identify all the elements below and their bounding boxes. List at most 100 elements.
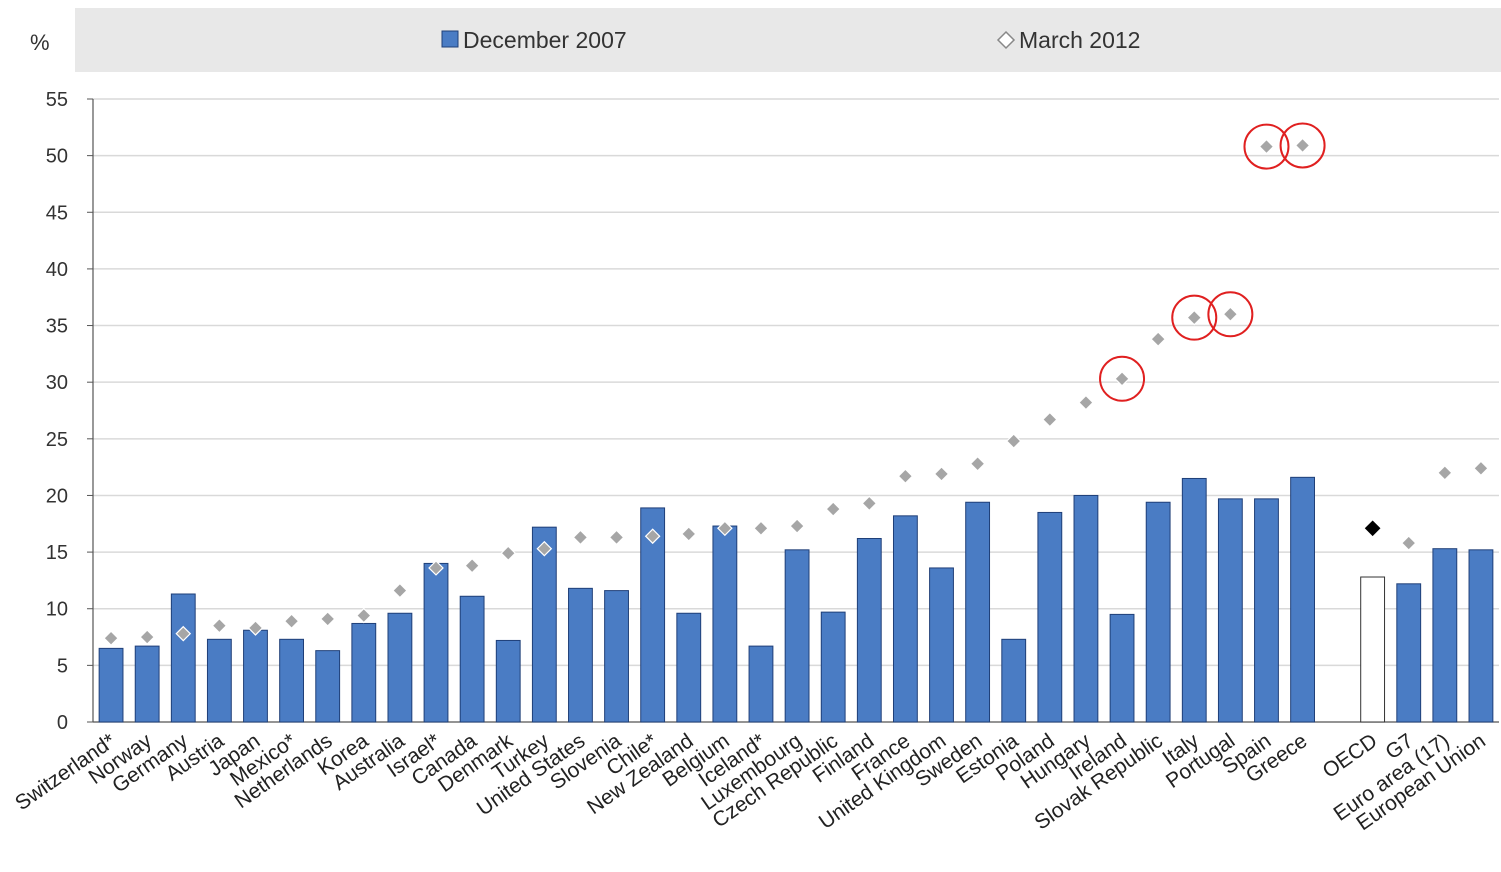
bar-germany xyxy=(170,593,196,723)
legend-item-march-2012: March 2012 xyxy=(996,27,1140,53)
x-axis-labels: Switzerland*NorwayGermanyAustriaJapanMex… xyxy=(11,729,1490,835)
bar-euro-area-17 xyxy=(1432,548,1458,723)
bar-austria xyxy=(206,638,232,723)
bar-netherlands xyxy=(315,650,341,723)
marker-chile xyxy=(644,528,661,545)
bar-iceland xyxy=(748,645,774,723)
bar-hungary xyxy=(1073,494,1099,723)
marker-iceland xyxy=(753,520,769,537)
y-tick-label: 40 xyxy=(46,259,68,281)
highlight-circles xyxy=(1099,122,1326,402)
marker-italy xyxy=(1186,309,1203,326)
bar-new-zealand xyxy=(676,612,702,723)
bar-italy xyxy=(1181,477,1207,723)
bar-belgium xyxy=(712,525,738,723)
y-tick-label: 20 xyxy=(46,485,68,507)
bar-israel xyxy=(423,562,449,723)
marker-european-union xyxy=(1473,460,1489,477)
bar-korea xyxy=(351,622,377,723)
y-tick-label: 25 xyxy=(46,429,68,451)
x-label-oecd: OECD xyxy=(1319,729,1382,783)
bar-european-union xyxy=(1468,549,1494,723)
legend-item-december-2007: December 2007 xyxy=(441,27,627,53)
marker-ireland xyxy=(1114,370,1130,387)
legend-label-december-2007: December 2007 xyxy=(463,27,627,53)
marker-sweden xyxy=(969,455,986,472)
marker-germany xyxy=(175,625,192,642)
marker-finland xyxy=(861,495,878,512)
marker-spain xyxy=(1258,138,1275,155)
highlight-circle-greece xyxy=(1279,122,1326,169)
bar-sweden xyxy=(965,501,991,723)
marker-netherlands xyxy=(319,611,336,627)
bar-poland xyxy=(1037,511,1063,723)
bar-finland xyxy=(856,537,882,723)
bar-turkey xyxy=(531,526,557,723)
marker-norway xyxy=(139,629,156,645)
highlight-circle-spain xyxy=(1243,123,1290,170)
bar-norway xyxy=(134,645,160,723)
marker-australia xyxy=(392,582,408,599)
marker-czech-republic xyxy=(825,501,842,517)
bar-oecd xyxy=(1360,576,1386,723)
marker-portugal xyxy=(1222,306,1239,323)
legend-swatch-march-2012 xyxy=(996,30,1016,50)
bar-czech-republic xyxy=(820,611,846,723)
marker-series xyxy=(103,137,1489,647)
legend-swatch-december-2007 xyxy=(441,30,459,48)
marker-israel xyxy=(428,560,444,576)
marker-euro-area-17 xyxy=(1436,464,1453,481)
y-unit-label: % xyxy=(30,30,50,55)
bar-chile xyxy=(640,507,666,723)
y-tick-label: 55 xyxy=(46,89,68,111)
marker-poland xyxy=(1041,411,1058,428)
bar-spain xyxy=(1254,498,1279,723)
bar-estonia xyxy=(1001,638,1027,723)
y-tick-label: 5 xyxy=(57,655,68,677)
bar-ireland xyxy=(1109,613,1135,723)
y-tick-label: 45 xyxy=(46,202,68,224)
legend-band xyxy=(75,8,1501,72)
y-tick-label: 50 xyxy=(46,146,68,168)
bar-greece xyxy=(1290,476,1315,723)
bar-japan xyxy=(243,629,268,723)
marker-slovak-republic xyxy=(1150,331,1166,347)
bar-denmark xyxy=(495,639,521,723)
bar-mexico xyxy=(279,638,305,723)
bar-canada xyxy=(459,595,485,723)
marker-switzerland xyxy=(103,630,119,647)
marker-korea xyxy=(355,607,372,624)
bar-france xyxy=(892,515,918,723)
bar-slovenia xyxy=(604,590,629,723)
bar-g7 xyxy=(1396,583,1422,723)
marker-mexico xyxy=(283,613,300,630)
marker-austria xyxy=(211,617,228,634)
marker-turkey xyxy=(536,540,553,557)
highlight-circle-portugal xyxy=(1207,291,1254,338)
highlight-circle-italy xyxy=(1171,294,1218,341)
legend-label-march-2012: March 2012 xyxy=(1019,27,1140,53)
marker-united-kingdom xyxy=(933,466,950,482)
marker-luxembourg xyxy=(789,518,805,534)
marker-japan xyxy=(247,620,264,636)
y-tick-label: 15 xyxy=(46,542,68,564)
marker-g7 xyxy=(1400,535,1417,551)
y-tick-label: 30 xyxy=(46,372,68,394)
y-tick-label: 10 xyxy=(46,599,68,621)
bar-united-states xyxy=(568,587,593,723)
marker-united-states xyxy=(572,529,589,546)
y-tick-label: 0 xyxy=(57,712,68,734)
bar-luxembourg xyxy=(784,549,810,723)
bar-switzerland xyxy=(98,647,124,723)
bar-united-kingdom xyxy=(929,567,954,723)
marker-belgium xyxy=(717,520,733,537)
marker-france xyxy=(897,468,914,485)
marker-hungary xyxy=(1078,394,1094,411)
marker-denmark xyxy=(500,545,517,562)
bar-portugal xyxy=(1217,498,1243,723)
marker-greece xyxy=(1294,137,1311,154)
marker-oecd xyxy=(1364,520,1381,537)
highlight-circle-ireland xyxy=(1099,355,1146,402)
marker-canada xyxy=(464,557,480,574)
